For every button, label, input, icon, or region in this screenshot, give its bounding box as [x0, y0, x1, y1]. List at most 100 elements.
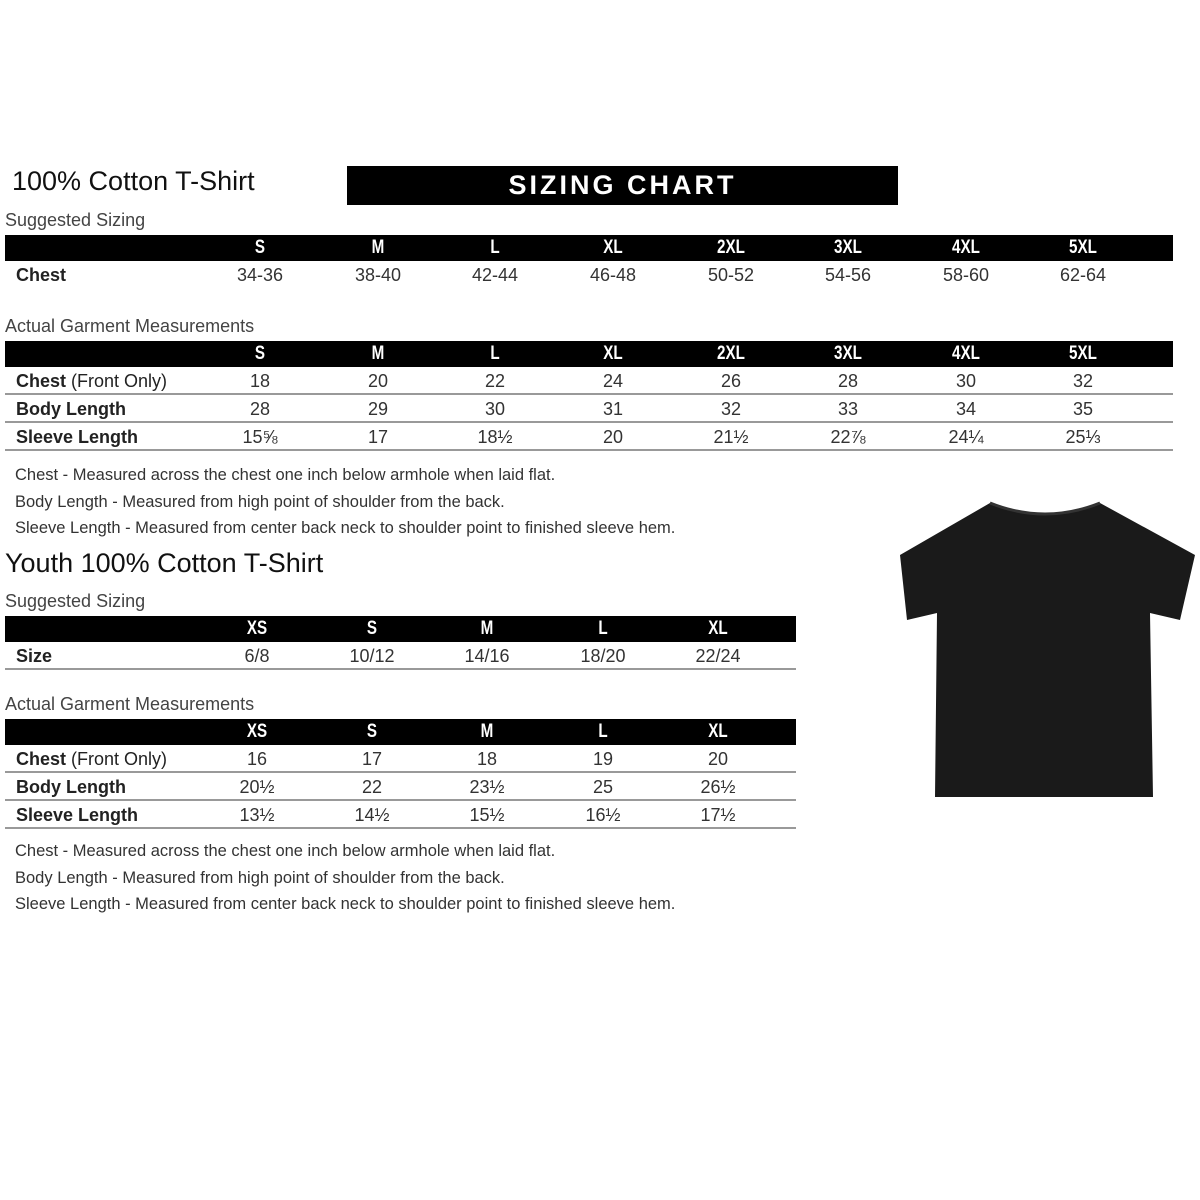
table-cell: 17 [367, 427, 389, 447]
table-cell: 38-40 [354, 265, 402, 285]
table-cell: 22⅞ [830, 427, 866, 447]
table-cell: 28 [249, 399, 271, 419]
size-header: 5XL [1069, 343, 1097, 364]
table-cell: 50-52 [707, 265, 755, 285]
size-header: 4XL [952, 237, 980, 258]
table-cell: 18½ [477, 427, 513, 447]
size-header: L [598, 618, 608, 639]
table-cell: 22/24 [695, 646, 741, 666]
adult-actual-table: S M L XL 2XL 3XL 4XL 5XL Chest (Front Only) 18 20 2… [5, 341, 1173, 451]
row-label-text: Chest [16, 371, 67, 391]
table-cell: 25⅓ [1065, 427, 1101, 447]
table-cell: 14/16 [464, 646, 510, 666]
table-cell: 30 [484, 399, 506, 419]
size-header: S [254, 237, 266, 258]
table-cell: 25 [592, 777, 614, 797]
size-header: XL [708, 721, 728, 742]
table-row: Size 6/8 10/12 14/16 18/20 22/24 [5, 642, 796, 670]
youth-actual-label: Actual Garment Measurements [5, 694, 255, 714]
adult-suggested-label: Suggested Sizing [5, 210, 146, 230]
table-cell: 18/20 [580, 646, 626, 666]
size-header: 5XL [1069, 237, 1097, 258]
row-label-text: Size [16, 646, 53, 666]
adult-title: 100% Cotton T-Shirt [12, 166, 255, 196]
table-cell: 17 [361, 749, 383, 769]
table-cell: 6/8 [244, 646, 270, 666]
size-header: L [490, 343, 500, 364]
row-label: Chest (Front Only) [16, 367, 167, 395]
youth-actual-table: XS S M L XL Chest (Front Only) 16 17 18 19 20 Body … [5, 719, 796, 829]
row-label-text: Sleeve Length [16, 805, 139, 825]
row-label-text: Chest [16, 749, 67, 769]
table-cell: 15½ [469, 805, 505, 825]
table-cell: 26½ [700, 777, 736, 797]
table-cell: 16 [246, 749, 268, 769]
row-label: Sleeve Length [16, 801, 138, 829]
table-cell: 33 [837, 399, 859, 419]
youth-title: Youth 100% Cotton T-Shirt [5, 548, 324, 578]
note-line: Chest - Measured across the chest one in… [15, 842, 556, 860]
size-header: 2XL [717, 237, 745, 258]
note-line: Sleeve Length - Measured from center bac… [15, 519, 676, 537]
table-cell: 20 [602, 427, 624, 447]
size-header: XS [246, 618, 268, 639]
row-label-text: Body Length [16, 399, 126, 419]
size-header: 2XL [717, 343, 745, 364]
row-label: Chest [16, 261, 66, 289]
row-label: Chest (Front Only) [16, 745, 167, 773]
row-divider [5, 393, 1173, 395]
table-cell: 28 [837, 371, 859, 391]
row-label: Body Length [16, 773, 126, 801]
table-cell: 30 [955, 371, 977, 391]
table-cell: 22 [484, 371, 506, 391]
table-cell: 58-60 [942, 265, 990, 285]
table-cell: 17½ [700, 805, 736, 825]
youth-suggested-label: Suggested Sizing [5, 591, 146, 611]
note-line: Body Length - Measured from high point o… [15, 492, 505, 511]
row-divider [5, 449, 1173, 451]
table-cell: 10/12 [349, 646, 395, 666]
size-header: M [480, 721, 494, 742]
table-cell: 26 [720, 371, 742, 391]
table-cell: 20 [707, 749, 729, 769]
table-cell: 20½ [239, 777, 275, 797]
row-label: Body Length [16, 395, 126, 423]
youth-actual-header-bar: XS S M L XL [5, 719, 796, 745]
table-cell: 18 [249, 371, 271, 391]
note-line: Body Length - Measured from high point o… [15, 868, 505, 887]
table-cell: 15⅝ [242, 427, 278, 447]
table-row: Sleeve Length 13½ 14½ 15½ 16½ 17½ [5, 801, 796, 829]
table-cell: 20 [367, 371, 389, 391]
table-cell: 24 [602, 371, 624, 391]
table-cell: 34 [955, 399, 977, 419]
table-cell: 24¼ [948, 427, 984, 447]
size-header: S [366, 618, 378, 639]
table-row: Chest (Front Only) 18 20 22 24 26 28 30 32 [5, 367, 1173, 395]
youth-suggested-header-bar: XS S M L XL [5, 616, 796, 642]
adult-suggested-header-bar: S M L XL 2XL 3XL 4XL 5XL [5, 235, 1173, 261]
table-cell: 62-64 [1059, 265, 1107, 285]
table-row: Body Length 20½ 22 23½ 25 26½ [5, 773, 796, 801]
row-label-text: Body Length [16, 777, 126, 797]
table-cell: 22 [361, 777, 383, 797]
table-cell: 21½ [713, 427, 749, 447]
table-cell: 46-48 [589, 265, 637, 285]
table-cell: 42-44 [471, 265, 519, 285]
table-cell: 14½ [354, 805, 390, 825]
youth-suggested-table: XS S M L XL Size 6/8 10/12 14/16 18/20 22/24 [5, 616, 796, 670]
table-cell: 23½ [469, 777, 505, 797]
row-label-suffix: (Front Only) [71, 749, 168, 769]
size-header: L [598, 721, 608, 742]
adult-suggested-table: S M L XL 2XL 3XL 4XL 5XL Chest 34-36 38-40 42-44 46-… [5, 235, 1173, 285]
table-cell: 31 [602, 399, 624, 419]
table-cell: 32 [720, 399, 742, 419]
table-cell: 54-56 [824, 265, 872, 285]
row-label: Sleeve Length [16, 423, 138, 451]
row-label: Size [16, 642, 52, 670]
table-cell: 13½ [239, 805, 275, 825]
table-cell: 16½ [585, 805, 621, 825]
note-line: Chest - Measured across the chest one in… [15, 466, 556, 484]
table-cell: 18 [476, 749, 498, 769]
size-header: 3XL [834, 343, 862, 364]
tshirt-icon [900, 501, 1195, 797]
